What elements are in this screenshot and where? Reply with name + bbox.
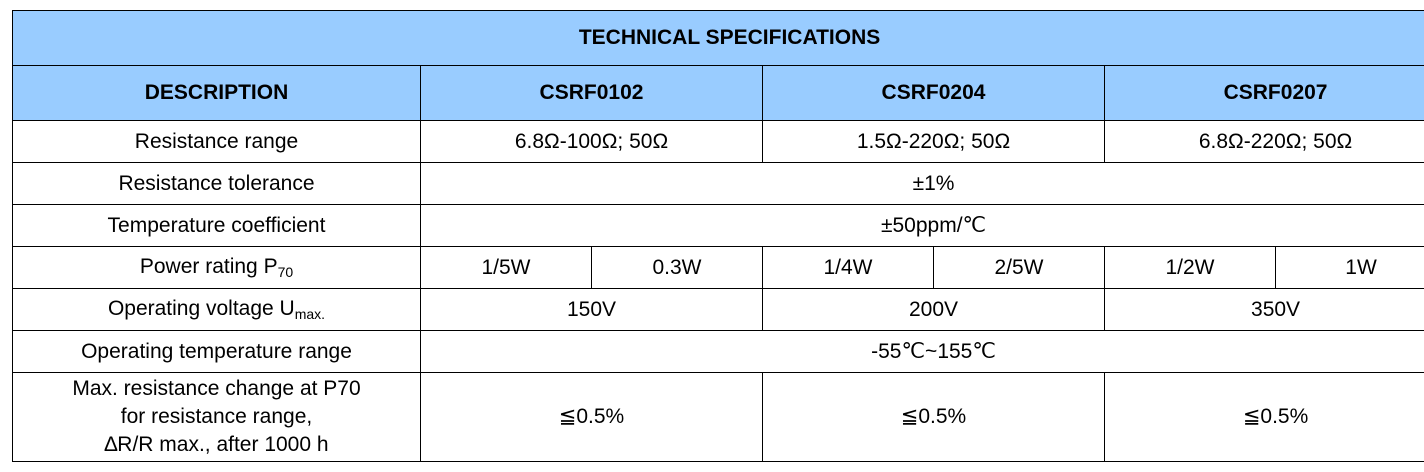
row-label-text: Operating voltage U — [107, 297, 295, 320]
row-label-subscript: 70 — [277, 264, 294, 280]
row-operating-temperature: Operating temperature range -55℃~155℃ — [12, 330, 1424, 373]
cell-value: 1W — [1274, 246, 1424, 289]
row-label-text: Power rating P — [139, 255, 278, 278]
cell-value: -55℃~155℃ — [419, 330, 1424, 373]
cell-value: ±50ppm/℃ — [419, 204, 1424, 247]
row-max-resistance-change: Max. resistance change at P70 for resist… — [12, 372, 1424, 462]
row-power-rating: Power rating P70 1/5W 0.3W 1/4W 2/5W 1/2… — [12, 246, 1424, 289]
row-label: Power rating P70 — [12, 246, 421, 289]
cell-value: 1/4W — [762, 246, 934, 289]
cell-value: ≦0.5% — [762, 372, 1105, 462]
table-title: TECHNICAL SPECIFICATIONS — [11, 10, 1424, 66]
cell-value: 200V — [762, 288, 1105, 331]
row-label-subscript: max. — [294, 306, 326, 322]
row-label-line: Max. resistance change at P70 — [72, 377, 361, 400]
row-resistance-range: Resistance range 6.8Ω-100Ω; 50Ω 1.5Ω-220… — [12, 120, 1424, 163]
row-resistance-tolerance: Resistance tolerance ±1% — [12, 162, 1424, 205]
header-model-csrf0204: CSRF0204 — [762, 65, 1105, 121]
technical-specifications-table: TECHNICAL SPECIFICATIONS DESCRIPTION CSR… — [11, 10, 1424, 462]
row-label: Operating temperature range — [12, 330, 421, 373]
row-label: Resistance range — [12, 120, 421, 163]
header-model-csrf0207: CSRF0207 — [1103, 65, 1424, 121]
row-temperature-coefficient: Temperature coefficient ±50ppm/℃ — [12, 204, 1424, 247]
cell-value: 6.8Ω-100Ω; 50Ω — [420, 120, 763, 163]
row-label-line: ∆R/R max., after 1000 h — [104, 433, 329, 456]
row-label: Resistance tolerance — [12, 162, 421, 205]
cell-value: 1/5W — [420, 246, 592, 289]
cell-value: 1.5Ω-220Ω; 50Ω — [762, 120, 1105, 163]
cell-value: 0.3W — [591, 246, 763, 289]
title-row: TECHNICAL SPECIFICATIONS — [11, 10, 1424, 66]
header-row: DESCRIPTION CSRF0102 CSRF0204 CSRF0207 — [12, 65, 1424, 121]
cell-value: 6.8Ω-220Ω; 50Ω — [1103, 120, 1424, 163]
row-label: Temperature coefficient — [12, 204, 421, 247]
row-operating-voltage: Operating voltage Umax. 150V 200V 350V — [12, 288, 1424, 331]
row-label: Max. resistance change at P70 for resist… — [12, 372, 421, 462]
cell-value: 150V — [420, 288, 763, 331]
cell-value: ≦0.5% — [420, 372, 763, 462]
cell-value: ±1% — [419, 162, 1424, 205]
cell-value: 350V — [1103, 288, 1424, 331]
header-description: DESCRIPTION — [12, 65, 421, 121]
cell-value: ≦0.5% — [1103, 372, 1424, 462]
header-model-csrf0102: CSRF0102 — [420, 65, 763, 121]
row-label-line: for resistance range, — [120, 405, 313, 428]
row-label: Operating voltage Umax. — [12, 288, 421, 331]
cell-value: 1/2W — [1104, 246, 1276, 289]
cell-value: 2/5W — [933, 246, 1105, 289]
